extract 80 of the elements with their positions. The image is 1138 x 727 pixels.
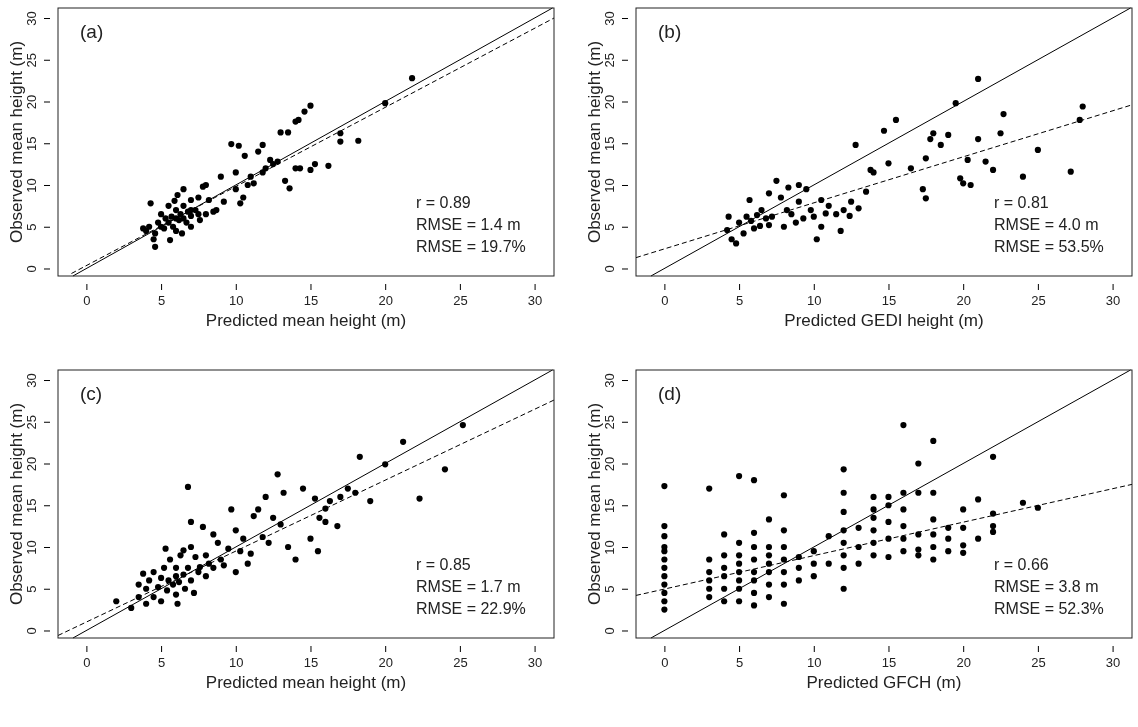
y-tick-label: 5 xyxy=(602,223,617,231)
y-tick-label: 30 xyxy=(24,11,39,26)
y-tick-label: 25 xyxy=(602,415,617,430)
y-tick-label: 15 xyxy=(24,136,39,151)
x-tick-label: 0 xyxy=(661,654,669,670)
x-tick-label: 25 xyxy=(1031,292,1046,308)
x-tick-label: 5 xyxy=(735,654,744,670)
annotation: RMSE = 52.3% xyxy=(994,600,1104,617)
x-tick-label: 30 xyxy=(1105,292,1121,308)
x-tick-label: 15 xyxy=(881,654,897,670)
x-tick-label: 15 xyxy=(303,292,319,308)
y-tick-label: 20 xyxy=(24,94,39,110)
y-tick-label: 20 xyxy=(24,456,39,472)
x-tick-label: 10 xyxy=(229,292,244,308)
x-tick-label: 0 xyxy=(661,292,669,308)
y-tick-label: 0 xyxy=(24,265,39,273)
x-tick-label: 0 xyxy=(83,654,91,670)
annotation: (c) xyxy=(80,383,103,404)
annotation: r = 0.85 xyxy=(416,556,471,573)
x-tick-label: 10 xyxy=(229,654,244,670)
y-tick-label: 25 xyxy=(602,53,617,68)
x-axis-title: Predicted GEDI height (m) xyxy=(784,311,984,330)
x-tick-label: 5 xyxy=(735,292,744,308)
y-tick-label: 25 xyxy=(24,53,39,68)
y-tick-label: 0 xyxy=(602,627,617,635)
x-tick-label: 20 xyxy=(956,292,971,308)
x-tick-label: 30 xyxy=(527,292,543,308)
y-tick-label: 10 xyxy=(24,540,39,555)
x-axis-title: Predicted mean height (m) xyxy=(205,673,407,692)
annotation: (d) xyxy=(658,383,682,404)
y-tick-label: 5 xyxy=(24,223,39,231)
x-tick-label: 10 xyxy=(807,292,822,308)
y-tick-label: 20 xyxy=(602,94,617,110)
y-tick-label: 30 xyxy=(602,11,617,26)
y-tick-label: 20 xyxy=(602,456,617,472)
y-axis-title: Observed mean height (m) xyxy=(7,40,26,244)
y-tick-label: 10 xyxy=(24,178,39,193)
x-tick-label: 30 xyxy=(1105,654,1121,670)
x-tick-label: 5 xyxy=(157,292,166,308)
annotation: RMSE = 3.8 m xyxy=(994,578,1099,595)
x-tick-label: 25 xyxy=(453,654,468,670)
x-axis-title: Predicted mean height (m) xyxy=(205,311,407,330)
x-tick-label: 10 xyxy=(807,654,822,670)
annotation: r = 0.89 xyxy=(416,194,471,211)
annotation: RMSE = 19.7% xyxy=(416,238,526,255)
annotation: RMSE = 1.7 m xyxy=(416,578,521,595)
y-tick-label: 25 xyxy=(24,415,39,430)
y-tick-label: 5 xyxy=(24,585,39,593)
x-tick-label: 25 xyxy=(1031,654,1046,670)
x-tick-label: 30 xyxy=(527,654,543,670)
y-axis-title: Observed mean height (m) xyxy=(7,402,26,606)
x-tick-label: 20 xyxy=(378,654,393,670)
y-tick-label: 0 xyxy=(602,265,617,273)
y-axis-title: Observed mean height (m) xyxy=(585,40,604,244)
y-tick-label: 15 xyxy=(24,498,39,513)
annotation: RMSE = 53.5% xyxy=(994,238,1104,255)
y-tick-label: 15 xyxy=(602,498,617,513)
x-tick-label: 15 xyxy=(881,292,897,308)
y-tick-label: 30 xyxy=(602,373,617,388)
x-tick-label: 5 xyxy=(157,654,166,670)
x-tick-label: 0 xyxy=(83,292,91,308)
y-tick-label: 0 xyxy=(24,627,39,635)
annotation: r = 0.81 xyxy=(994,194,1049,211)
y-tick-label: 10 xyxy=(602,178,617,193)
x-tick-label: 20 xyxy=(956,654,971,670)
annotation: r = 0.66 xyxy=(994,556,1049,573)
y-tick-label: 15 xyxy=(602,136,617,151)
y-tick-label: 10 xyxy=(602,540,617,555)
x-tick-label: 15 xyxy=(303,654,319,670)
annotation: (b) xyxy=(658,21,682,42)
y-tick-label: 5 xyxy=(602,585,617,593)
annotation: RMSE = 4.0 m xyxy=(994,216,1099,233)
y-tick-label: 30 xyxy=(24,373,39,388)
annotation: (a) xyxy=(80,21,104,42)
x-tick-label: 25 xyxy=(453,292,468,308)
y-axis-title: Observed mean height (m) xyxy=(585,402,604,606)
annotation: RMSE = 22.9% xyxy=(416,600,526,617)
annotation: RMSE = 1.4 m xyxy=(416,216,521,233)
x-tick-label: 20 xyxy=(378,292,393,308)
x-axis-title: Predicted GFCH (m) xyxy=(806,673,962,692)
